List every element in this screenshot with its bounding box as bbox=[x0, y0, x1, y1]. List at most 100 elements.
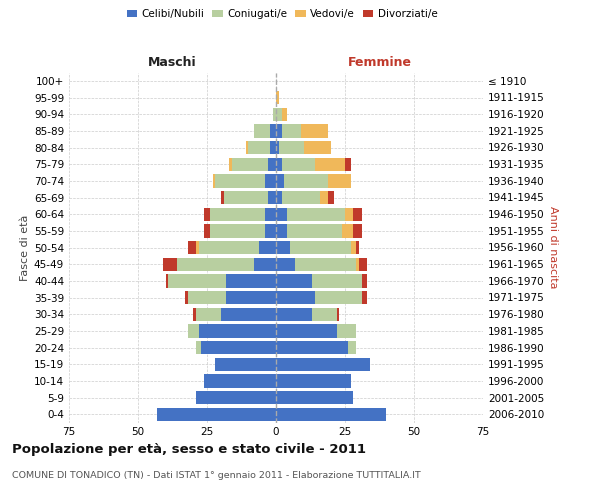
Bar bbox=[348, 341, 356, 354]
Bar bbox=[312, 274, 362, 287]
Bar bbox=[196, 391, 276, 404]
Bar bbox=[304, 141, 331, 154]
Bar bbox=[221, 308, 276, 321]
Bar bbox=[188, 241, 196, 254]
Bar bbox=[276, 408, 386, 421]
Bar bbox=[196, 241, 199, 254]
Bar bbox=[166, 274, 169, 287]
Bar bbox=[276, 358, 370, 371]
Bar bbox=[276, 124, 281, 138]
Bar bbox=[273, 108, 276, 121]
Bar bbox=[221, 191, 224, 204]
Bar bbox=[279, 141, 304, 154]
Bar bbox=[245, 141, 248, 154]
Bar bbox=[188, 324, 199, 338]
Bar bbox=[350, 241, 356, 254]
Bar bbox=[287, 224, 342, 237]
Bar bbox=[204, 208, 210, 221]
Y-axis label: Fasce di età: Fasce di età bbox=[20, 214, 30, 280]
Bar bbox=[196, 308, 221, 321]
Bar bbox=[356, 241, 359, 254]
Bar bbox=[193, 308, 196, 321]
Bar bbox=[359, 258, 367, 271]
Bar bbox=[276, 174, 284, 188]
Bar bbox=[248, 141, 271, 154]
Bar bbox=[276, 108, 281, 121]
Bar bbox=[157, 408, 276, 421]
Bar bbox=[284, 174, 328, 188]
Bar bbox=[176, 258, 254, 271]
Bar bbox=[314, 158, 345, 171]
Bar bbox=[212, 174, 215, 188]
Text: Popolazione per età, sesso e stato civile - 2011: Popolazione per età, sesso e stato civil… bbox=[12, 442, 366, 456]
Bar bbox=[188, 291, 226, 304]
Bar bbox=[215, 358, 276, 371]
Bar bbox=[229, 158, 232, 171]
Bar bbox=[185, 291, 188, 304]
Bar bbox=[337, 324, 356, 338]
Bar bbox=[226, 274, 276, 287]
Legend: Celibi/Nubili, Coniugati/e, Vedovi/e, Divorziati/e: Celibi/Nubili, Coniugati/e, Vedovi/e, Di… bbox=[122, 5, 442, 24]
Bar bbox=[276, 91, 279, 104]
Bar bbox=[281, 124, 301, 138]
Bar bbox=[281, 108, 287, 121]
Bar bbox=[276, 308, 312, 321]
Bar bbox=[356, 258, 359, 271]
Bar bbox=[281, 191, 320, 204]
Bar bbox=[276, 324, 337, 338]
Bar bbox=[276, 141, 279, 154]
Bar bbox=[353, 224, 362, 237]
Y-axis label: Anni di nascita: Anni di nascita bbox=[548, 206, 559, 288]
Bar bbox=[345, 208, 353, 221]
Bar bbox=[362, 291, 367, 304]
Bar bbox=[337, 308, 340, 321]
Bar bbox=[301, 124, 328, 138]
Bar bbox=[271, 124, 276, 138]
Bar bbox=[276, 291, 314, 304]
Bar bbox=[276, 208, 287, 221]
Bar bbox=[210, 224, 265, 237]
Bar bbox=[276, 258, 295, 271]
Bar bbox=[215, 174, 265, 188]
Text: Maschi: Maschi bbox=[148, 56, 197, 69]
Bar bbox=[254, 124, 271, 138]
Bar bbox=[202, 341, 276, 354]
Bar bbox=[265, 208, 276, 221]
Bar bbox=[199, 324, 276, 338]
Bar bbox=[276, 191, 281, 204]
Text: COMUNE DI TONADICO (TN) - Dati ISTAT 1° gennaio 2011 - Elaborazione TUTTITALIA.I: COMUNE DI TONADICO (TN) - Dati ISTAT 1° … bbox=[12, 471, 421, 480]
Bar bbox=[276, 341, 348, 354]
Bar bbox=[342, 224, 353, 237]
Bar bbox=[204, 224, 210, 237]
Bar bbox=[271, 141, 276, 154]
Bar bbox=[287, 208, 345, 221]
Bar bbox=[362, 274, 367, 287]
Bar bbox=[276, 374, 350, 388]
Bar bbox=[328, 191, 334, 204]
Bar bbox=[254, 258, 276, 271]
Bar bbox=[276, 224, 287, 237]
Bar bbox=[276, 158, 281, 171]
Bar bbox=[196, 341, 202, 354]
Bar bbox=[199, 241, 259, 254]
Bar bbox=[226, 291, 276, 304]
Bar bbox=[328, 174, 350, 188]
Bar bbox=[204, 374, 276, 388]
Bar bbox=[276, 274, 312, 287]
Bar bbox=[345, 158, 350, 171]
Bar bbox=[320, 191, 328, 204]
Bar bbox=[268, 191, 276, 204]
Bar bbox=[295, 258, 356, 271]
Bar bbox=[224, 191, 268, 204]
Bar bbox=[281, 158, 314, 171]
Bar bbox=[163, 258, 176, 271]
Bar bbox=[290, 241, 350, 254]
Bar bbox=[210, 208, 265, 221]
Bar bbox=[276, 241, 290, 254]
Bar bbox=[232, 158, 268, 171]
Bar bbox=[265, 174, 276, 188]
Bar bbox=[353, 208, 362, 221]
Text: Femmine: Femmine bbox=[347, 56, 412, 69]
Bar bbox=[314, 291, 362, 304]
Bar bbox=[265, 224, 276, 237]
